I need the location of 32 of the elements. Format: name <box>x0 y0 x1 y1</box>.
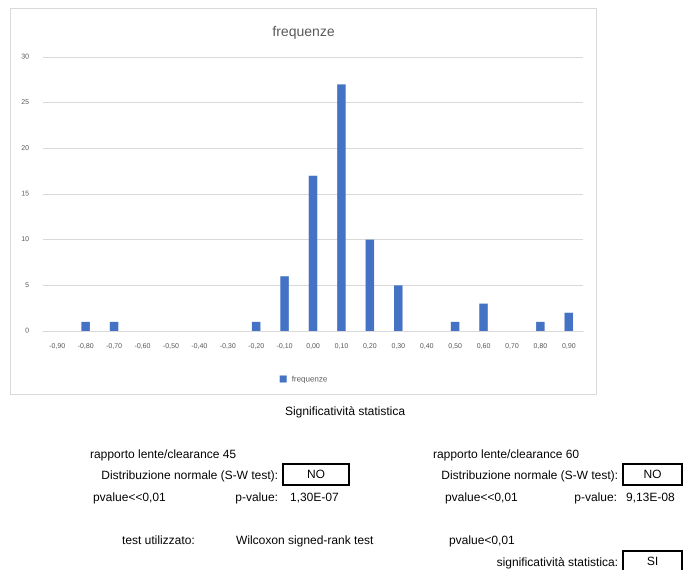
text: test utilizzato: <box>122 532 196 548</box>
text: pvalue<<0,01 <box>93 489 167 505</box>
bar <box>394 285 403 331</box>
text: 1,30E-07 <box>290 489 340 505</box>
chart-title: frequenze <box>272 23 335 39</box>
bar <box>337 84 346 331</box>
legend-label: frequenze <box>292 374 328 384</box>
text: Significatività statistica <box>284 403 406 419</box>
bar <box>366 240 374 331</box>
text: p-value: <box>234 489 278 505</box>
text: Wilcoxon signed-rank test <box>236 532 374 548</box>
text: Distribuzione normale (S-W test): <box>100 467 278 483</box>
bar <box>536 322 545 331</box>
bar <box>110 322 118 331</box>
bar <box>450 322 460 331</box>
text: rapporto lente/clearance 45 <box>90 446 238 462</box>
bar <box>280 276 289 331</box>
bar <box>564 312 574 331</box>
text: pvalue<<0,01 <box>445 489 519 505</box>
bar <box>252 322 260 331</box>
outlined-box: NO <box>622 463 683 486</box>
outlined-box: NO <box>282 463 350 486</box>
bar <box>81 322 90 331</box>
outlined-box: SI <box>622 550 683 570</box>
text: rapporto lente/clearance 60 <box>433 446 580 462</box>
text: significatività statistica: <box>496 554 618 570</box>
text: p-value: <box>573 489 617 505</box>
bar <box>308 176 318 331</box>
text: pvalue<0,01 <box>449 532 516 548</box>
text: 9,13E-08 <box>626 489 676 505</box>
bar <box>479 304 488 331</box>
text: Distribuzione normale (S-W test): <box>440 467 618 483</box>
